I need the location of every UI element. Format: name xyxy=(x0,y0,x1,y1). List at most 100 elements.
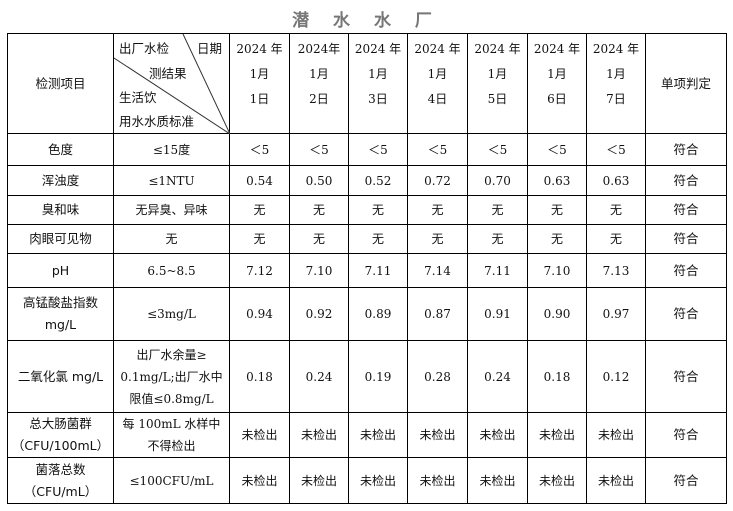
row-item-line: （CFU/mL） xyxy=(23,483,98,499)
header-date-7-line: 2024 年 xyxy=(592,42,640,56)
row-value: ＜5 xyxy=(527,133,587,166)
row-value: 7.10 xyxy=(289,253,349,288)
row-value: 未检出 xyxy=(586,412,646,458)
row-verdict: 符合 xyxy=(645,340,727,413)
row-item-line: mg/L xyxy=(44,317,77,332)
row-value: 无 xyxy=(467,195,528,225)
row-item-line: 肉眼可见物 xyxy=(29,231,92,246)
row-value: 无 xyxy=(289,195,349,225)
diagonal-lines xyxy=(114,34,230,134)
row-value: 未检出 xyxy=(586,457,646,504)
row-value: 0.18 xyxy=(527,340,587,413)
row-item: 高锰酸盐指数 mg/L xyxy=(7,287,114,341)
row-standard-line: 限值≤0.8mg/L xyxy=(129,391,214,406)
water-quality-table: 检测项目 出厂水检 日期 测结果 生活饮 用水水质标准 2024 年 1月 1日 20… xyxy=(7,33,727,504)
row-value: 0.24 xyxy=(467,340,528,413)
row-standard-line: ≤100CFU/mL xyxy=(129,473,214,488)
row-item: pH xyxy=(7,253,114,288)
row-value: 未检出 xyxy=(527,457,587,504)
row-item-line: pH xyxy=(51,262,70,278)
row-standard-line: ≤3mg/L xyxy=(147,307,196,321)
header-date-5: 2024 年 1月 5日 xyxy=(467,33,528,134)
row-value: 未检出 xyxy=(407,457,468,504)
table-row: 浑浊度 ≤1NTU 0.54 0.50 0.52 0.72 0.70 0.63 0.63 符合 xyxy=(7,165,727,196)
row-value: 7.11 xyxy=(348,253,408,288)
row-value: 0.63 xyxy=(586,165,646,196)
row-value: 0.52 xyxy=(348,165,408,196)
row-standard: 每 100mL 水样中 不得检出 xyxy=(113,412,230,458)
row-verdict: 符合 xyxy=(645,133,727,166)
row-verdict: 符合 xyxy=(645,253,727,288)
row-value: 0.92 xyxy=(289,287,349,341)
table-row: 肉眼可见物无无无无无无无无符合 xyxy=(7,224,727,254)
header-date-1-line: 1月 xyxy=(249,67,270,81)
row-item-line: 臭和味 xyxy=(41,202,80,217)
row-item: 臭和味 xyxy=(7,195,114,225)
row-value: 7.13 xyxy=(586,253,646,288)
row-value: 无 xyxy=(348,224,408,254)
row-standard: 无异臭、异味 xyxy=(113,195,230,225)
header-date-1-line: 2024 年 xyxy=(236,42,283,56)
row-value: 0.72 xyxy=(407,165,468,196)
row-item: 二氧化氯 mg/L xyxy=(7,340,114,413)
row-value: 7.12 xyxy=(229,253,290,288)
row-value: ＜5 xyxy=(348,133,408,166)
row-value: ＜5 xyxy=(229,133,290,166)
header-date-2-line: 2日 xyxy=(309,92,329,106)
row-item-line: 总大肠菌群 xyxy=(29,416,92,431)
row-value: 7.10 xyxy=(527,253,587,288)
row-standard: ≤100CFU/mL xyxy=(113,457,230,504)
header-date-5-line: 1月 xyxy=(487,67,508,81)
row-item: 色度 xyxy=(7,133,114,166)
row-item: 总大肠菌群 （CFU/100mL） xyxy=(7,412,114,458)
row-value: 0.70 xyxy=(467,165,528,196)
row-value: 7.11 xyxy=(467,253,528,288)
row-value: 0.54 xyxy=(229,165,290,196)
header-date-6: 2024 年 1月 6日 xyxy=(527,33,587,134)
row-value: 无 xyxy=(407,224,468,254)
row-value: 0.94 xyxy=(229,287,290,341)
row-standard-line: 0.1mg/L;出厂水中 xyxy=(120,369,223,384)
row-standard-line: 每 100mL 水样中 xyxy=(122,417,221,431)
row-value: 0.24 xyxy=(289,340,349,413)
row-value: 0.90 xyxy=(527,287,587,341)
row-value: 0.28 xyxy=(407,340,468,413)
diag-top-right: 日期 xyxy=(197,41,223,56)
row-value: 0.63 xyxy=(527,165,587,196)
header-item: 检测项目 xyxy=(7,33,114,134)
header-date-2-line: 1月 xyxy=(309,67,329,81)
diag-bottom1: 生活饮 xyxy=(119,90,157,105)
row-value: 0.97 xyxy=(586,287,646,341)
header-date-3-line: 3日 xyxy=(368,92,388,106)
row-value: ＜5 xyxy=(586,133,646,166)
row-value: 0.12 xyxy=(586,340,646,413)
row-verdict: 符合 xyxy=(645,195,727,225)
row-item-line: 高锰酸盐指数 xyxy=(22,295,98,310)
row-value: 未检出 xyxy=(229,412,290,458)
row-standard: ≤15度 xyxy=(113,133,230,166)
header-date-4: 2024 年 1月 4日 xyxy=(407,33,468,134)
row-standard-line: 出厂水余量≥ xyxy=(136,347,207,362)
header-date-1-line: 1日 xyxy=(249,92,270,106)
row-value: 无 xyxy=(586,224,646,254)
row-value: 未检出 xyxy=(467,457,528,504)
diag-mid: 测结果 xyxy=(149,66,187,81)
header-date-1: 2024 年 1月 1日 xyxy=(229,33,290,134)
header-date-5-line: 2024 年 xyxy=(474,42,521,56)
row-value: 无 xyxy=(289,224,349,254)
row-item: 菌落总数 （CFU/mL） xyxy=(7,457,114,504)
diag-top-left: 出厂水检 xyxy=(119,41,170,56)
row-standard: 无 xyxy=(113,224,230,254)
row-value: ＜5 xyxy=(407,133,468,166)
row-value: 无 xyxy=(348,195,408,225)
row-value: 0.19 xyxy=(348,340,408,413)
row-item-line: （CFU/100mL） xyxy=(11,438,110,453)
table-row: 高锰酸盐指数 mg/L ≤3mg/L 0.94 0.92 0.89 0.87 0.91 0.90… xyxy=(7,287,727,341)
table-row: 菌落总数 （CFU/mL） ≤100CFU/mL 未检出 未检出 未检出 未检出 未检出 未检出… xyxy=(7,457,727,504)
table-row: 色度 ≤15度 ＜5 ＜5 ＜5 ＜5 ＜5 ＜5 ＜5 符合 xyxy=(7,133,727,166)
row-value: 无 xyxy=(467,224,528,254)
row-value: 未检出 xyxy=(467,412,528,458)
header-date-2: 2024年 1月 2日 xyxy=(289,33,349,134)
row-standard-line: 不得检出 xyxy=(147,439,196,453)
row-value: 无 xyxy=(527,224,587,254)
